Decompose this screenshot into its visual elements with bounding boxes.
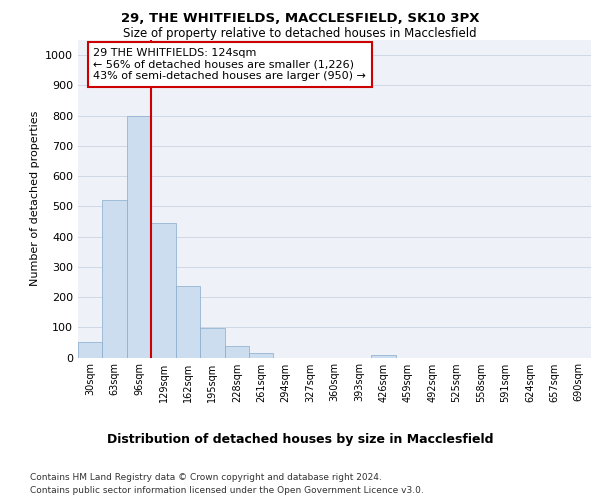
Text: 29, THE WHITFIELDS, MACCLESFIELD, SK10 3PX: 29, THE WHITFIELDS, MACCLESFIELD, SK10 3… bbox=[121, 12, 479, 26]
Bar bbox=[103, 200, 127, 358]
Bar bbox=[151, 223, 176, 358]
Text: Distribution of detached houses by size in Macclesfield: Distribution of detached houses by size … bbox=[107, 432, 493, 446]
Y-axis label: Number of detached properties: Number of detached properties bbox=[29, 111, 40, 286]
Text: Size of property relative to detached houses in Macclesfield: Size of property relative to detached ho… bbox=[123, 28, 477, 40]
Text: 29 THE WHITFIELDS: 124sqm
← 56% of detached houses are smaller (1,226)
43% of se: 29 THE WHITFIELDS: 124sqm ← 56% of detac… bbox=[94, 48, 366, 81]
Text: Contains HM Land Registry data © Crown copyright and database right 2024.: Contains HM Land Registry data © Crown c… bbox=[30, 472, 382, 482]
Bar bbox=[371, 355, 395, 358]
Bar bbox=[176, 286, 200, 358]
Bar bbox=[127, 116, 151, 358]
Bar bbox=[78, 342, 103, 357]
Bar bbox=[224, 346, 249, 358]
Text: Contains public sector information licensed under the Open Government Licence v3: Contains public sector information licen… bbox=[30, 486, 424, 495]
Bar bbox=[249, 353, 274, 358]
Bar bbox=[200, 328, 224, 358]
